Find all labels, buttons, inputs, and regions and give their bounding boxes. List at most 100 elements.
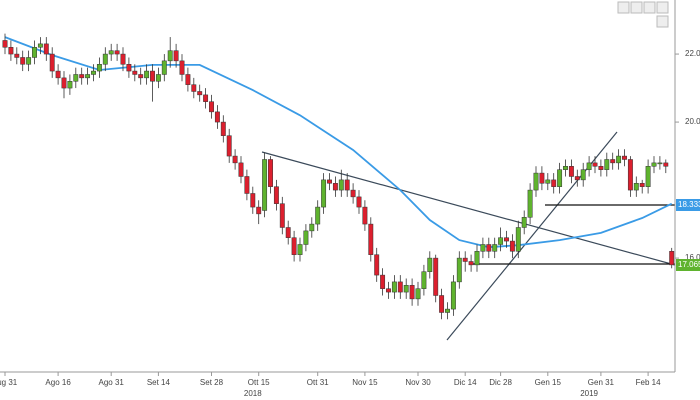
candle-body (144, 70, 150, 79)
candle-body (321, 179, 327, 208)
candle-body (232, 155, 238, 164)
candle-body (285, 227, 291, 238)
candle-body (279, 203, 285, 228)
candle-body (462, 257, 468, 262)
toolbar (617, 1, 669, 28)
candle-body (521, 217, 527, 228)
candle-body (96, 64, 102, 72)
candle-body (533, 172, 539, 191)
candle-body (515, 227, 521, 252)
candle-body (651, 162, 657, 167)
x-tick-label: Nov 15 (352, 378, 378, 387)
candle-body (639, 183, 645, 187)
x-tick-label: Ago 16 (45, 378, 71, 387)
candle-body (126, 64, 132, 72)
candle-body (332, 183, 338, 191)
candle-body (309, 223, 315, 232)
candle-body (61, 77, 67, 89)
candle-body (167, 50, 173, 62)
candle-body (527, 189, 533, 218)
x-tick-label: Feb 14 (636, 378, 661, 387)
candle-body (633, 183, 639, 191)
candle-body (155, 74, 161, 82)
price-label: 17.065 (678, 260, 700, 269)
candle-body (456, 257, 462, 283)
candle-body (8, 47, 14, 55)
candle-body (439, 295, 445, 313)
candle-body (209, 101, 214, 113)
tool-button[interactable] (656, 1, 669, 14)
candle-body (214, 111, 220, 123)
candle-body (374, 254, 380, 276)
candle-body (616, 155, 622, 164)
candle-body (480, 244, 486, 252)
candle-body (291, 237, 297, 255)
tool-button[interactable] (617, 1, 630, 14)
candle-body (132, 70, 138, 75)
x-tick-label: Dic 14 (454, 378, 477, 387)
candle-body (179, 60, 185, 75)
candle-body (244, 176, 250, 194)
candle-body (380, 274, 386, 289)
candle-body (551, 179, 557, 187)
candle-body (20, 57, 26, 65)
candle-body (150, 70, 155, 82)
candle-body (592, 162, 598, 167)
candle-body (114, 50, 120, 55)
candle-body (37, 43, 43, 48)
candle-body (238, 162, 244, 177)
candle-body (421, 271, 427, 289)
candle-body (557, 169, 563, 187)
candle-body (645, 166, 651, 187)
candle-body (262, 159, 268, 211)
candle-body (344, 179, 350, 191)
x-tick-label: Set 28 (200, 378, 224, 387)
candle-body (498, 237, 504, 245)
candle-body (49, 53, 55, 72)
candle-body (598, 166, 604, 170)
tool-button[interactable] (643, 1, 656, 14)
candle-body (102, 53, 108, 65)
candle-body (256, 206, 262, 215)
x-tick-label: Ott 15 (248, 378, 270, 387)
candle-body (250, 193, 256, 208)
candle-body (450, 281, 456, 310)
candle-body (433, 257, 439, 296)
candle-body (504, 237, 509, 242)
tool-button[interactable] (630, 1, 643, 14)
x-tick-label: Lug 31 (0, 378, 18, 387)
candle-body (409, 285, 415, 300)
candle-body (356, 196, 362, 208)
candle-body (161, 60, 167, 75)
y-tick-label: 22.00 (685, 49, 700, 58)
candle-body (43, 43, 49, 55)
candle-body (73, 74, 79, 82)
x-tick-label: Nov 30 (405, 378, 431, 387)
candle-body (220, 121, 226, 136)
candle-body (138, 74, 144, 79)
candle-body (2, 40, 8, 48)
candle-body (586, 162, 592, 170)
candle-body (315, 206, 321, 225)
candle-body (474, 251, 480, 266)
candle-body (185, 74, 191, 85)
candle-body (445, 308, 450, 313)
tool-button[interactable] (656, 15, 669, 28)
x-tick-label: Gen 15 (535, 378, 562, 387)
price-label-box (676, 259, 700, 271)
candle-body (669, 251, 675, 266)
candle-body (568, 166, 574, 177)
candle-body (303, 230, 309, 245)
candle-body (397, 281, 403, 293)
candle-body (26, 57, 32, 65)
candle-body (368, 223, 374, 255)
x-tick-label: Ago 31 (99, 378, 125, 387)
candle-body (622, 155, 627, 160)
candle-body (197, 91, 203, 96)
candle-body (610, 159, 616, 164)
year-label: 2018 (244, 389, 262, 398)
candle-body (67, 81, 73, 89)
